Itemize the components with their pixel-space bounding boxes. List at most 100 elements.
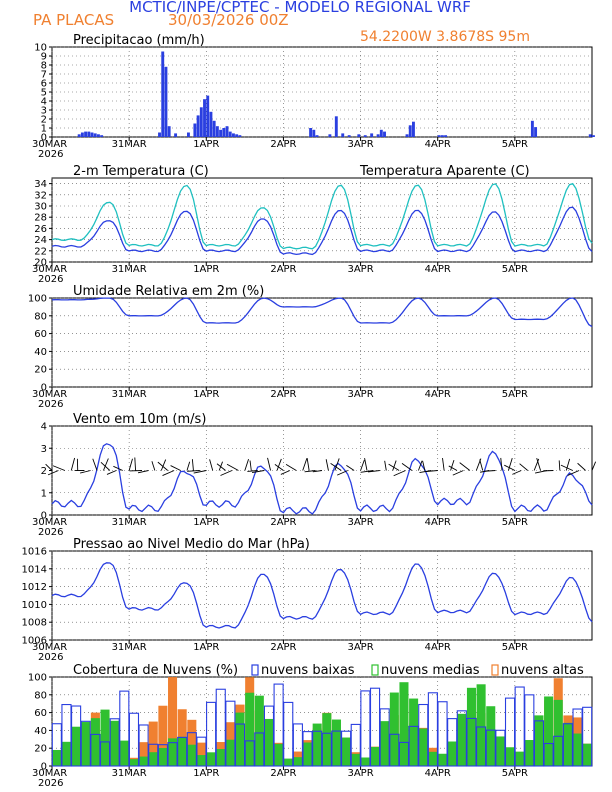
cloud-mid-bar	[322, 713, 332, 766]
wind-barb	[346, 465, 355, 471]
cloud-mid-bar	[71, 726, 81, 766]
y-tick-label: 7	[41, 70, 47, 81]
y-tick-label: 0	[41, 762, 47, 773]
wind-barb	[251, 470, 265, 474]
wind-barb	[536, 457, 542, 471]
cloud-mid-bar	[254, 695, 264, 766]
precip-bar	[232, 133, 235, 137]
precip-bar	[341, 133, 345, 137]
wind-barb	[507, 458, 513, 471]
y-tick-label: 28	[34, 213, 47, 224]
series-line	[51, 562, 593, 629]
wind-barb	[512, 470, 522, 475]
cloud-low-bar	[283, 701, 294, 767]
wind-barb	[47, 470, 59, 476]
cloud-mid-bar	[216, 748, 226, 766]
precip-bar	[530, 120, 534, 137]
precip-bar	[312, 129, 316, 137]
precip-bar	[193, 123, 197, 137]
x-tick-label: 1APR	[193, 768, 219, 779]
x-tick-label: 31MAR	[112, 517, 147, 528]
x-tick-label: 31MAR	[112, 389, 147, 400]
panel-title: 2-m Temperatura (C)	[73, 164, 209, 179]
x-tick-label: 5APR	[502, 139, 528, 150]
cloud-mid-bar	[303, 742, 313, 766]
cloud-low-bar	[312, 730, 323, 767]
wind-barb	[302, 458, 308, 471]
wind-barb	[459, 462, 471, 471]
cloud-mid-bar	[129, 759, 139, 766]
wind-barb	[334, 458, 340, 471]
wind-barb	[157, 461, 169, 471]
x-year-label: 2026	[38, 399, 63, 410]
cloud-mid-bar	[553, 699, 563, 766]
x-tick-label: 2APR	[270, 517, 296, 528]
x-tick-label: 4APR	[425, 264, 451, 275]
cloud-low-bar	[533, 720, 545, 767]
y-tick-label: 60	[34, 329, 47, 340]
header: MCTIC/INPE/CPTEC - MODELO REGIONAL WRF P…	[33, 0, 530, 45]
cloud-low-bar	[360, 690, 371, 767]
wind-barb	[218, 461, 223, 471]
legend: nuvens baixas nuvens medias nuvens altas	[251, 663, 584, 678]
cloud-mid-bar	[235, 712, 245, 766]
y-tick-label: 24	[34, 235, 47, 246]
x-tick-label: 3APR	[347, 768, 373, 779]
x-year-label: 2026	[38, 274, 63, 285]
wind-barb	[151, 461, 156, 471]
cloud-low-bar	[466, 717, 477, 767]
wind-barb	[45, 463, 53, 471]
cloud-mid-bar	[61, 741, 71, 766]
cloud-mid-bar	[466, 687, 476, 766]
y-tick-label: 32	[34, 190, 47, 201]
y-tick-label: 0	[41, 383, 47, 394]
cloud-mid-bar	[351, 753, 361, 766]
wind-barb	[274, 463, 284, 471]
header-location: PA PLACAS	[33, 11, 114, 29]
cloud-mid-bar	[438, 753, 448, 766]
x-tick-label: 31MAR	[112, 768, 147, 779]
x-tick-label: 30MAR	[32, 517, 67, 528]
wind-barb	[160, 459, 167, 471]
precip-bar	[93, 133, 97, 137]
series-line	[51, 443, 593, 515]
series-line	[51, 206, 593, 256]
precip-bar	[187, 132, 190, 137]
precip-bar	[167, 126, 171, 137]
wind-barb	[392, 460, 397, 471]
cloud-low-bar	[524, 694, 535, 767]
wind-barb	[285, 464, 297, 471]
panel-4: 0 1 2 3 4 30MAR 31MAR 1APR 2APR 3APR 4APR 5APR 2026 V…	[32, 412, 597, 538]
cloud-mid-bar	[177, 736, 187, 766]
x-tick-label: 3APR	[347, 389, 373, 400]
header-title: MCTIC/INPE/CPTEC - MODELO REGIONAL WRF	[129, 0, 471, 16]
y-tick-label: 1016	[22, 547, 47, 558]
x-tick-label: 31MAR	[112, 642, 147, 653]
precip-bar	[161, 51, 165, 137]
panel-title: Precipitacao (mm/h)	[73, 33, 205, 48]
wind-barb	[442, 457, 445, 471]
wind-barb	[113, 465, 123, 471]
wind-barb	[560, 464, 573, 471]
cloud-mid-bar	[139, 756, 149, 766]
x-tick-label: 2APR	[270, 768, 296, 779]
wind-barb	[401, 463, 413, 471]
wind-barb	[187, 470, 200, 472]
x-year-label: 2026	[38, 778, 63, 789]
precip-bar	[405, 134, 409, 137]
cloud-low-bar	[341, 730, 352, 767]
wind-barb	[304, 470, 316, 473]
panel-title: Vento em 10m (m/s)	[73, 412, 206, 427]
x-tick-label: 2APR	[270, 642, 296, 653]
wind-barb	[360, 459, 365, 471]
precip-bar	[203, 99, 206, 137]
y-tick-label: 8	[41, 61, 47, 72]
wind-barb	[337, 470, 348, 476]
precip-bar	[87, 131, 91, 137]
wind-barb	[422, 460, 426, 471]
x-tick-label: 30MAR	[32, 642, 67, 653]
wind-barb	[567, 470, 580, 476]
y-tick-label: 2	[41, 115, 47, 126]
cloud-low-bar	[504, 697, 516, 767]
cloud-low-bar	[177, 736, 188, 767]
